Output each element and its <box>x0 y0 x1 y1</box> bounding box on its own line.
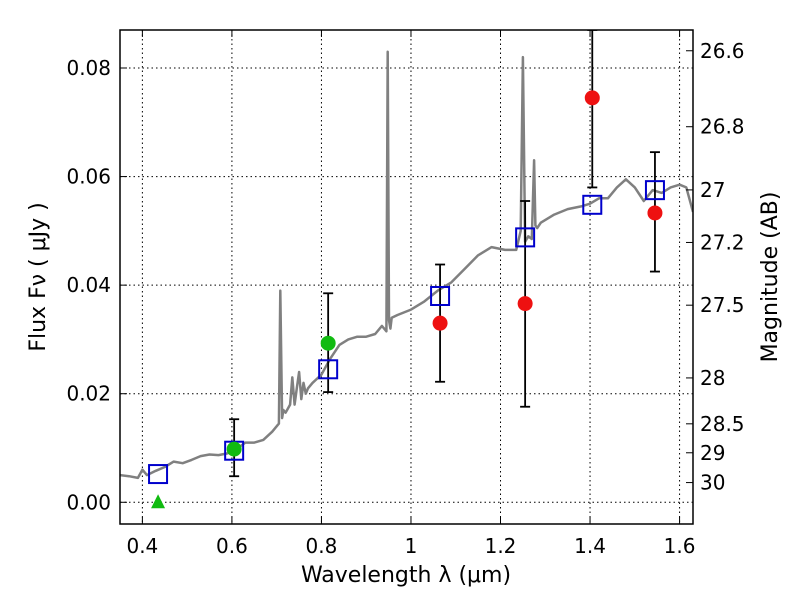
y-tick-label: 0.02 <box>66 382 111 406</box>
mag-tick-label: 30 <box>700 471 725 495</box>
mag-tick-label: 27.2 <box>700 230 745 254</box>
model-photometry-square <box>644 180 665 201</box>
x-tick-label: 0.6 <box>216 534 248 558</box>
observed-flux-point <box>647 205 663 221</box>
model-photometry-square <box>582 194 603 215</box>
x-axis-title: Wavelength λ (μm) <box>301 563 511 588</box>
observed-flux-point <box>226 441 242 457</box>
x-tick-label: 1.2 <box>485 534 517 558</box>
model-photometry-square <box>515 227 536 248</box>
grid <box>120 30 693 524</box>
ticks: 0.4 0.6 0.8 1 1.2 1.4 1.6 0.00 0.02 0.04 0.06 0.08 2… <box>66 30 745 558</box>
mag-tick-label: 26.8 <box>700 115 745 139</box>
model-photometry-square <box>148 464 169 485</box>
mag-tick-label: 26.6 <box>700 39 745 63</box>
y2-axis-title: Magnitude (AB) <box>758 192 783 363</box>
upper-limit-triangle <box>151 494 166 509</box>
x-tick-label: 1.6 <box>664 534 696 558</box>
observed-flux-point <box>320 335 336 351</box>
observed-flux-point <box>432 315 448 331</box>
x-tick-label: 0.8 <box>306 534 338 558</box>
y-tick-label: 0.04 <box>66 273 111 297</box>
model-photometry-square <box>318 359 339 380</box>
x-tick-label: 1.4 <box>574 534 606 558</box>
plot-frame <box>119 29 694 525</box>
x-tick-label: 0.4 <box>126 534 158 558</box>
observed-flux-point <box>517 296 533 312</box>
plot-area <box>120 30 693 509</box>
y-axis-title: Flux Fν ( μJy ) <box>26 202 51 351</box>
observed-flux-point <box>584 90 600 106</box>
mag-tick-label: 28.5 <box>700 412 745 436</box>
plot-clipped-group <box>120 30 693 509</box>
y-tick-label: 0.00 <box>66 490 111 514</box>
mag-tick-label: 29 <box>700 441 725 465</box>
mag-tick-label: 27.5 <box>700 293 745 317</box>
model-photometry-square <box>430 286 451 306</box>
y-tick-label: 0.08 <box>66 56 111 80</box>
mag-tick-label: 27 <box>700 178 725 202</box>
y-tick-label: 0.06 <box>66 165 111 189</box>
x-tick-label: 1 <box>405 534 418 558</box>
mag-tick-label: 28 <box>700 366 725 390</box>
